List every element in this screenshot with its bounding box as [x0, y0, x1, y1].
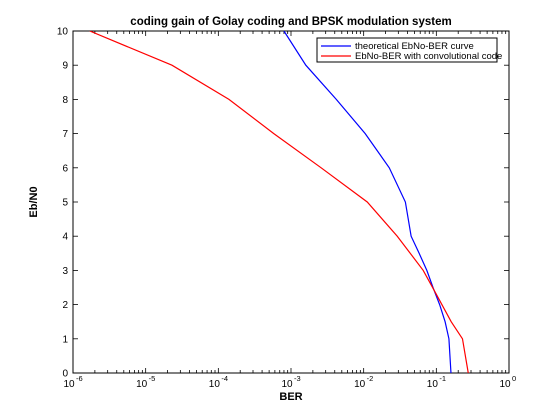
x-tick-label-base: 10 — [209, 379, 221, 390]
y-tick-label: 10 — [57, 27, 69, 38]
legend-label-theoretical: theoretical EbNo-BER curve — [355, 41, 474, 52]
x-tick-label-exponent: 0 — [512, 374, 516, 383]
y-tick-label: 8 — [62, 95, 68, 106]
y-tick-label: 7 — [62, 129, 68, 140]
y-tick-label: 9 — [62, 61, 68, 72]
y-tick-label: 5 — [62, 198, 68, 209]
axis-ticks — [72, 30, 509, 374]
x-tick-label-exponent: -3 — [294, 374, 301, 383]
x-tick-label-base: 10 — [499, 379, 511, 390]
x-tick-label: 10-4 — [209, 374, 228, 390]
legend-box — [316, 37, 498, 63]
x-tick-label-exponent: -4 — [221, 374, 228, 383]
series-lines — [89, 31, 469, 373]
x-tick-label-exponent: -1 — [439, 374, 446, 383]
chart-title: coding gain of Golay coding and BPSK mod… — [130, 16, 451, 28]
x-axis-title: BER — [279, 391, 302, 403]
legend-label-convolutional: EbNo-BER with convolutional code — [355, 51, 502, 62]
y-tick-label: 2 — [62, 300, 68, 311]
x-tick-label: 10-6 — [63, 374, 82, 390]
x-tick-label: 10-3 — [281, 374, 300, 390]
series-line-convolutional — [89, 31, 469, 373]
y-axis-title: Eb/N0 — [28, 186, 40, 217]
x-tick-label-exponent: -2 — [367, 374, 374, 383]
series-line-theoretical — [283, 31, 452, 373]
x-tick-label-base: 10 — [281, 379, 293, 390]
y-tick-label: 0 — [62, 369, 68, 380]
x-tick-label-base: 10 — [136, 379, 148, 390]
x-tick-label: 10-1 — [427, 374, 446, 390]
y-tick-labels: 0 1 2 3 4 5 6 7 8 9 10 — [57, 27, 69, 380]
plot-area — [72, 30, 510, 374]
x-tick-label-exponent: -6 — [76, 374, 83, 383]
legend: theoretical EbNo-BER curve EbNo-BER with… — [316, 37, 502, 63]
y-tick-label: 3 — [62, 266, 68, 277]
x-tick-label-base: 10 — [354, 379, 366, 390]
x-tick-label: 10-5 — [136, 374, 155, 390]
y-tick-label: 6 — [62, 163, 68, 174]
x-tick-label: 100 — [499, 374, 516, 390]
y-tick-label: 1 — [62, 334, 68, 345]
x-tick-label-exponent: -5 — [149, 374, 156, 383]
x-tick-label: 10-2 — [354, 374, 373, 390]
x-tick-label-base: 10 — [427, 379, 439, 390]
y-tick-label: 4 — [62, 232, 68, 243]
x-tick-label-base: 10 — [63, 379, 75, 390]
